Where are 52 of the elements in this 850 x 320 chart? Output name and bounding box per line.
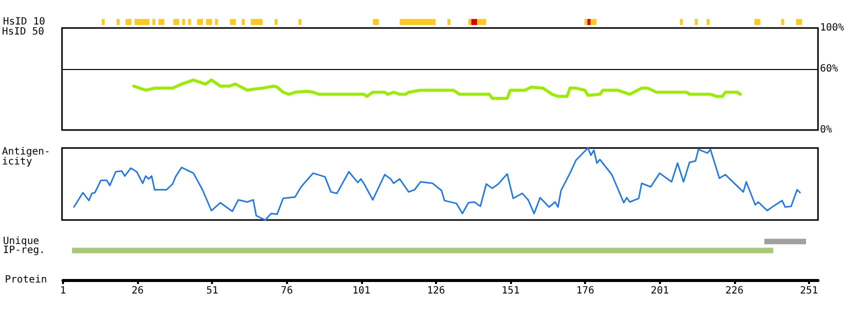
bar bbox=[587, 19, 590, 25]
bar bbox=[590, 19, 596, 25]
line-series bbox=[132, 78, 742, 100]
x-tick-label: 51 bbox=[206, 286, 218, 296]
bar bbox=[584, 19, 588, 25]
bar bbox=[250, 19, 263, 25]
bar bbox=[400, 19, 436, 25]
bar bbox=[468, 19, 472, 25]
bar bbox=[447, 19, 450, 25]
x-tick-label: 26 bbox=[132, 286, 144, 296]
x-axis-title: Protein bbox=[4, 274, 47, 286]
bar bbox=[754, 19, 760, 25]
bar bbox=[471, 19, 478, 25]
bar bbox=[197, 19, 204, 25]
x-tick-label: 1 bbox=[60, 286, 66, 296]
x-tick-label: 251 bbox=[800, 286, 818, 296]
x-tick-label: 126 bbox=[426, 286, 446, 296]
bar bbox=[781, 19, 784, 25]
bar bbox=[477, 19, 486, 25]
x-tick-label: 226 bbox=[725, 286, 744, 296]
bar bbox=[230, 19, 236, 25]
x-tick-label: 201 bbox=[650, 286, 669, 296]
y-tick-label: 60% bbox=[820, 63, 838, 74]
y-tick-label: IP-reg. bbox=[3, 245, 46, 256]
bar bbox=[126, 19, 132, 25]
bar bbox=[242, 19, 245, 25]
bar bbox=[188, 19, 192, 25]
bar bbox=[796, 19, 802, 25]
y-tick-label: Unique bbox=[3, 236, 40, 247]
bar bbox=[214, 19, 218, 25]
bar bbox=[152, 19, 156, 25]
bar bbox=[372, 19, 379, 25]
x-tick-label: 76 bbox=[280, 286, 293, 296]
y-axis-title: Antigen- icity bbox=[2, 146, 50, 168]
bar bbox=[158, 19, 164, 25]
bar bbox=[116, 19, 120, 25]
bar bbox=[706, 19, 710, 25]
bar bbox=[298, 19, 302, 25]
y-tick-label: 100% bbox=[820, 22, 844, 34]
bar bbox=[134, 19, 150, 25]
bar bbox=[680, 19, 683, 25]
bar bbox=[206, 19, 212, 25]
bar bbox=[182, 19, 186, 25]
y-tick-label: HsID 10 bbox=[3, 16, 46, 28]
bar bbox=[102, 19, 105, 25]
y-axis-title: HsID 50 bbox=[2, 26, 44, 38]
x-tick-label: 176 bbox=[576, 286, 594, 296]
y-tick-label: 0% bbox=[820, 124, 832, 136]
bar bbox=[173, 19, 180, 25]
bar bbox=[274, 19, 278, 25]
x-tick-label: 151 bbox=[502, 286, 520, 296]
x-tick-label: 101 bbox=[352, 286, 370, 296]
